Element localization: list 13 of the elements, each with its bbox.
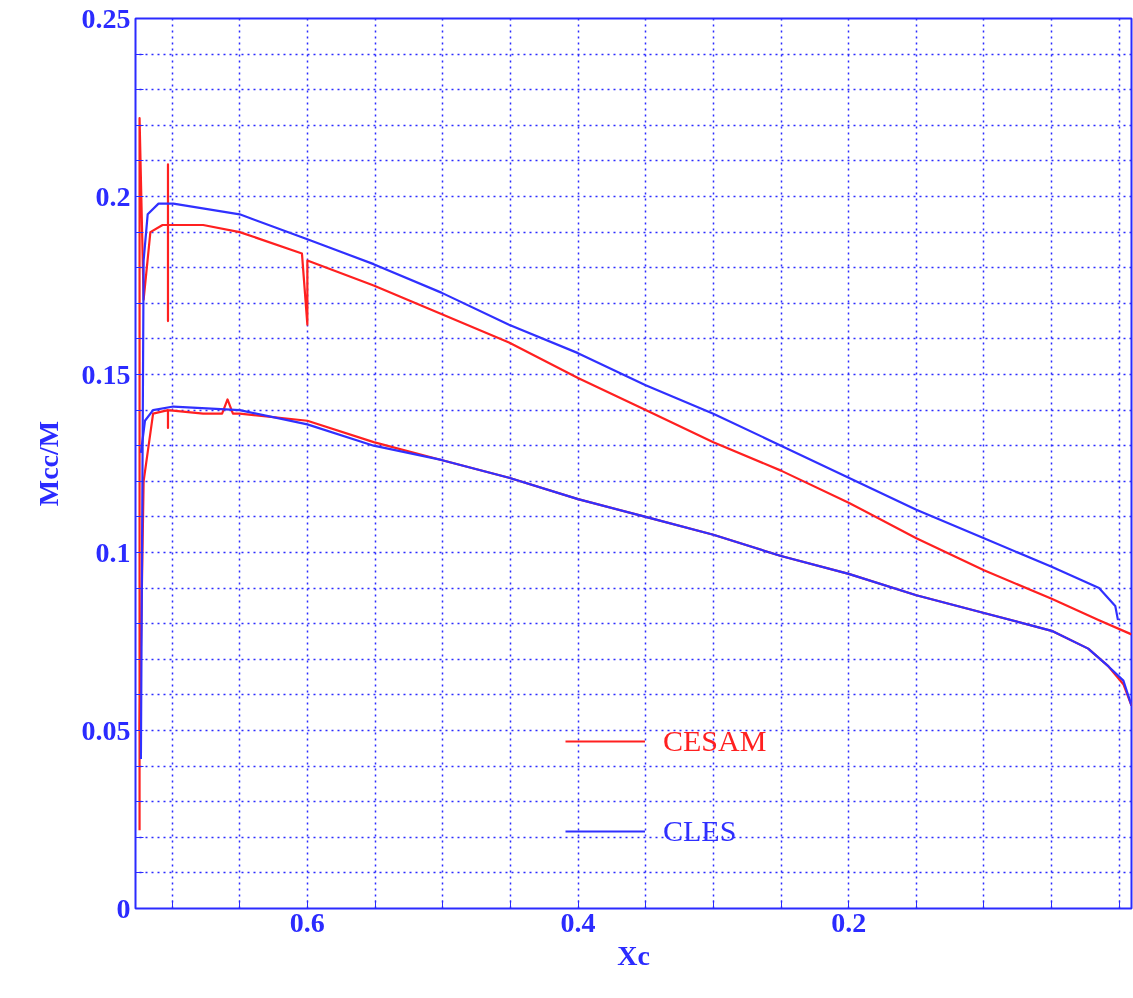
y-tick-label: 0.05 [81,714,131,746]
x-tick-label: 0.2 [831,906,867,938]
y-tick-label: 0.15 [81,358,131,390]
y-axis-title: Mcc/M [32,420,64,507]
y-tick-label: 0.1 [95,536,131,568]
legend-label: CESAM [663,724,767,758]
x-tick-label: 0.4 [560,906,596,938]
legend-label: CLES [663,814,737,848]
y-tick-label: 0 [116,892,131,924]
x-tick-label: 0.6 [289,906,325,938]
y-tick-label: 0.2 [95,180,131,212]
y-tick-label: 0.25 [81,2,131,34]
x-axis-title: Xc [617,939,650,971]
